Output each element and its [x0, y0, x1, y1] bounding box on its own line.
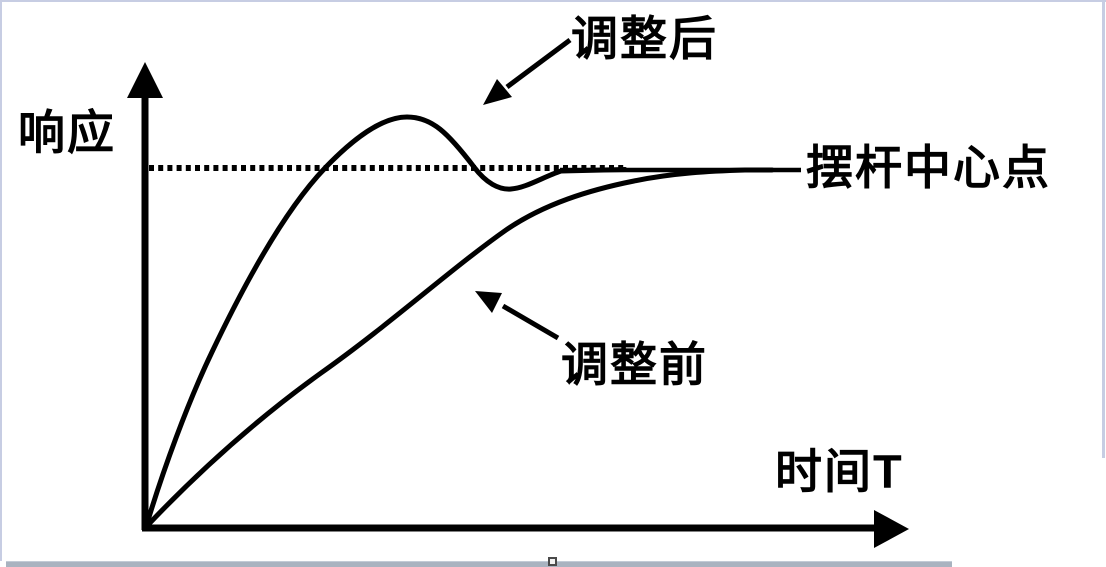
x-axis-arrowhead-icon — [874, 510, 909, 548]
resize-handle[interactable] — [548, 557, 557, 566]
before-adjustment-label: 调整前 — [561, 338, 708, 391]
y-axis-label: 响应 — [18, 106, 116, 159]
before-annotation-arrow-shaft — [501, 303, 560, 341]
selection-border-left — [0, 0, 2, 561]
selection-bottom-bar — [6, 561, 952, 567]
after-adjustment-label: 调整后 — [571, 12, 718, 65]
before-annotation-arrowhead-icon — [475, 291, 502, 313]
selection-border-top — [0, 0, 1106, 2]
curve-after-adjustment — [143, 114, 628, 530]
setpoint-label: 摆杆中心点 — [806, 141, 1051, 194]
after-annotation-arrowhead-icon — [483, 79, 512, 105]
y-axis-arrowhead-icon — [127, 62, 163, 98]
after-annotation-arrow-shaft — [505, 37, 572, 90]
curve-before-adjustment — [143, 167, 775, 530]
x-axis-label: 时间T — [775, 445, 904, 498]
selection-border-right — [1102, 0, 1105, 458]
